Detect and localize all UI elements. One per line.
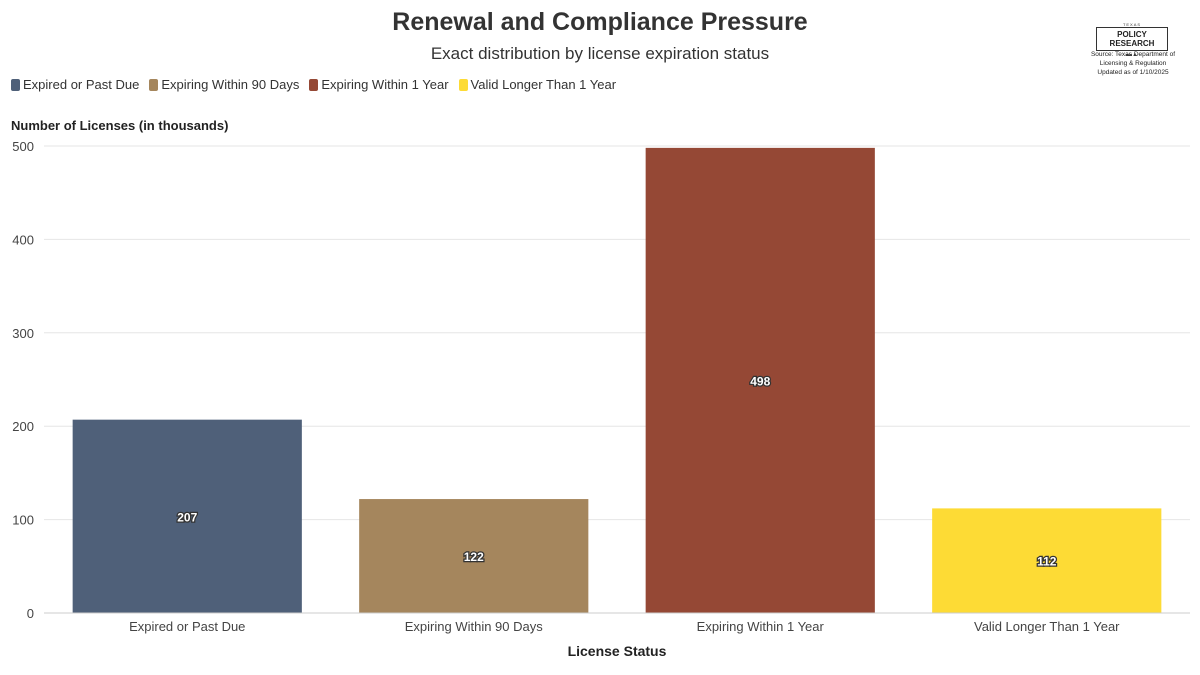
legend-item-valid-longer[interactable]: Valid Longer Than 1 Year <box>458 77 617 92</box>
legend: Expired or Past Due Expiring Within 90 D… <box>11 77 620 92</box>
texas-icon: ▬▲ <box>1126 52 1138 58</box>
legend-swatch <box>309 78 319 91</box>
legend-swatch <box>149 78 159 91</box>
y-tick-label: 0 <box>27 606 34 621</box>
source-line: Updated as of 1/10/2025 <box>1097 69 1169 76</box>
chart-subtitle: Exact distribution by license expiration… <box>430 44 770 63</box>
x-tick-label: Expiring Within 1 Year <box>697 619 825 634</box>
legend-item-90-days[interactable]: Expiring Within 90 Days <box>149 77 299 92</box>
x-axis-title: License Status <box>568 643 667 659</box>
logo-main-text: POLICY RESEARCH <box>1096 27 1168 51</box>
bar <box>645 147 875 614</box>
y-tick-label: 100 <box>12 513 34 528</box>
chart-title: Renewal and Compliance Pressure <box>392 8 808 36</box>
data-label: 207 <box>177 510 197 524</box>
legend-item-1-year[interactable]: Expiring Within 1 Year <box>309 77 449 92</box>
logo-small-text: TEXAS <box>1122 22 1142 27</box>
logo: TEXAS POLICY RESEARCH ▬▲ <box>1096 22 1168 59</box>
source-line: Licensing & Regulation <box>1099 60 1167 67</box>
x-tick-label: Expired or Past Due <box>129 619 245 634</box>
data-label: 122 <box>464 550 484 564</box>
bar <box>72 419 302 613</box>
y-axis-title: Number of Licenses (in thousands) <box>11 118 229 133</box>
x-tick-label: Valid Longer Than 1 Year <box>974 619 1120 634</box>
source-note: Source: Texas Department of Licensing & … <box>1082 50 1184 77</box>
legend-label: Valid Longer Than 1 Year <box>470 77 617 92</box>
source-line: Source: Texas Department of <box>1090 51 1176 58</box>
data-label: 112 <box>1037 555 1057 569</box>
bar <box>359 499 589 613</box>
legend-label: Expired or Past Due <box>23 77 140 92</box>
legend-label: Expiring Within 90 Days <box>161 77 300 92</box>
y-tick-label: 400 <box>12 232 34 247</box>
y-tick-label: 200 <box>12 419 34 434</box>
legend-label: Expiring Within 1 Year <box>321 77 449 92</box>
legend-swatch <box>11 78 20 91</box>
bar <box>932 508 1162 613</box>
x-tick-label: Expiring Within 90 Days <box>405 619 543 634</box>
data-label: 498 <box>750 374 770 388</box>
legend-swatch <box>458 78 468 91</box>
y-tick-label: 500 <box>12 139 34 154</box>
legend-item-expired[interactable]: Expired or Past Due <box>11 77 139 92</box>
y-tick-label: 300 <box>12 326 34 341</box>
